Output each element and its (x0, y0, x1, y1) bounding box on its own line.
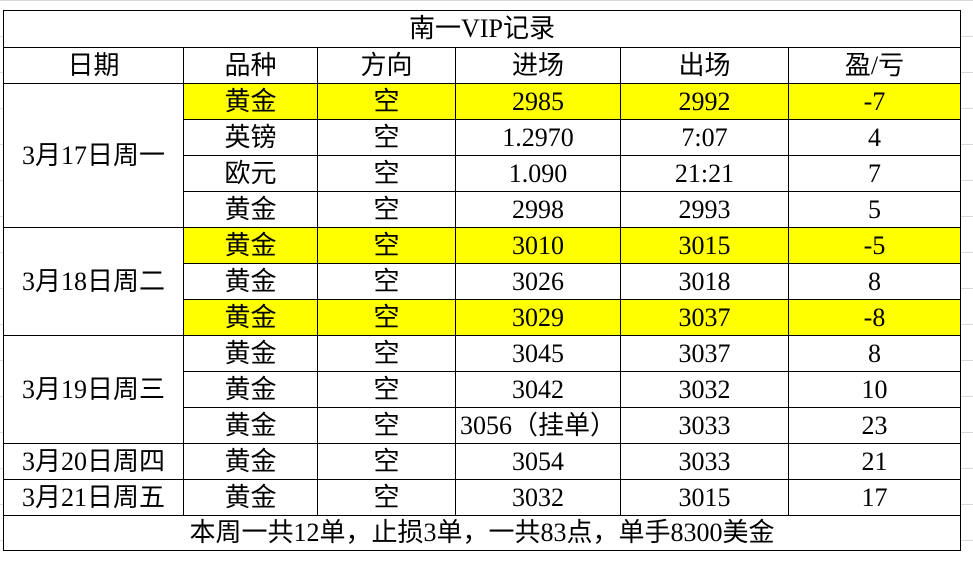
table-row: 3月17日周一 黄金空 2985 2992 -7 (3, 83, 961, 228)
table-cell: 空 (317, 371, 456, 408)
table-row: 3月18日周二 黄金空 3010 3015 -5 (3, 227, 961, 336)
table-cell: 空 (317, 83, 456, 120)
table-cell: 空 (317, 227, 456, 264)
table-cell: 8 (788, 335, 961, 372)
table-cell: 黄金 (183, 443, 318, 480)
table-cell: 5 (788, 191, 961, 228)
table-cell: 3029 (455, 299, 621, 336)
table-cell: -8 (788, 299, 961, 336)
table-cell: 10 (788, 371, 961, 408)
date-cell: 3月19日周三 (3, 335, 184, 444)
table-cell: 3037 (620, 299, 789, 336)
column-header: 进场 (455, 47, 621, 84)
table-cell: 黄金 (183, 299, 318, 336)
table-cell: 2993 (620, 191, 789, 228)
table-cell: 3033 (620, 407, 789, 444)
table-cell: 黄金 (183, 191, 318, 228)
table-cell: -7 (788, 83, 961, 120)
table-row: 欧元空 1.090 21:21 7 (4, 155, 961, 192)
table-cell: 3015 (620, 227, 789, 264)
table-cell: 21:21 (620, 155, 789, 192)
table-cell: 2992 (620, 83, 789, 120)
column-header: 品种 (183, 47, 318, 84)
table-cell: 3033 (620, 443, 789, 480)
table-cell: 1.2970 (455, 119, 621, 156)
table-cell: 空 (317, 155, 456, 192)
table-cell: 空 (317, 407, 456, 444)
table-row: 日期 品种 方向 进场 出场 盈/亏 (3, 47, 961, 84)
table-cell: 2998 (455, 191, 621, 228)
table-cell: 7 (788, 155, 961, 192)
date-cell: 3月18日周二 (3, 227, 184, 336)
table-row: 黄金空 3026 3018 8 (4, 263, 961, 300)
table-cell: 黄金 (183, 335, 318, 372)
table-cell: 黄金 (183, 479, 318, 516)
record-table: 南一VIP记录 日期 品种 方向 进场 出场 盈/亏 3月17日周一 黄金空 2985 2992 -7… (3, 10, 961, 551)
table-cell: 空 (317, 479, 456, 516)
date-cell: 3月21日周五 (3, 479, 184, 516)
table-cell: 黄金 (183, 263, 318, 300)
table-row: 黄金空 3029 3037 -8 (4, 299, 961, 336)
table-cell: 欧元 (183, 155, 318, 192)
table-cell: 3026 (455, 263, 621, 300)
table-footer: 本周一共12单，止损3单，一共83点，单手8300美金 (3, 515, 961, 551)
table-row: 3月20日周四 黄金空 3054 3033 21 (3, 443, 961, 480)
table-cell: 黄金 (183, 83, 318, 120)
table-cell: 空 (317, 335, 456, 372)
table-row: 南一VIP记录 (3, 10, 961, 48)
table-cell: 17 (788, 479, 961, 516)
table-cell: 21 (788, 443, 961, 480)
table-cell: 3054 (455, 443, 621, 480)
table-cell: 3045 (455, 335, 621, 372)
table-cell: 3032 (455, 479, 621, 516)
table-cell: -5 (788, 227, 961, 264)
table-cell: 空 (317, 299, 456, 336)
table-cell: 3037 (620, 335, 789, 372)
table-title: 南一VIP记录 (3, 10, 961, 48)
table-row: 3月19日周三 黄金空 3045 3037 8 (3, 335, 961, 444)
table-row: 黄金空 3042 3032 10 (4, 371, 961, 408)
table-cell: 8 (788, 263, 961, 300)
table-cell: 23 (788, 407, 961, 444)
table-cell: 黄金 (183, 407, 318, 444)
table-cell: 黄金 (183, 371, 318, 408)
table-cell: 黄金 (183, 227, 318, 264)
table-cell: 4 (788, 119, 961, 156)
table-cell: 3032 (620, 371, 789, 408)
table-cell: 3056（挂单） (455, 407, 621, 444)
table-cell: 英镑 (183, 119, 318, 156)
table-cell: 3042 (455, 371, 621, 408)
table-cell: 空 (317, 263, 456, 300)
table-cell: 空 (317, 119, 456, 156)
date-cell: 3月17日周一 (3, 83, 184, 228)
table-cell: 2985 (455, 83, 621, 120)
column-header: 方向 (317, 47, 456, 84)
table-row: 黄金空 2998 2993 5 (4, 191, 961, 228)
table-cell: 空 (317, 191, 456, 228)
column-header: 日期 (3, 47, 184, 84)
table-cell: 7:07 (620, 119, 789, 156)
table-row: 3月21日周五 黄金空 3032 3015 17 (3, 479, 961, 516)
table-cell: 空 (317, 443, 456, 480)
column-header: 盈/亏 (788, 47, 961, 84)
date-cell: 3月20日周四 (3, 443, 184, 480)
table-cell: 3010 (455, 227, 621, 264)
table-row: 本周一共12单，止损3单，一共83点，单手8300美金 (3, 515, 961, 551)
table-body: 南一VIP记录 日期 品种 方向 进场 出场 盈/亏 3月17日周一 黄金空 2985 2992 -7… (3, 10, 961, 551)
table-cell: 1.090 (455, 155, 621, 192)
table-cell: 3018 (620, 263, 789, 300)
table-cell: 3015 (620, 479, 789, 516)
column-header: 出场 (620, 47, 789, 84)
